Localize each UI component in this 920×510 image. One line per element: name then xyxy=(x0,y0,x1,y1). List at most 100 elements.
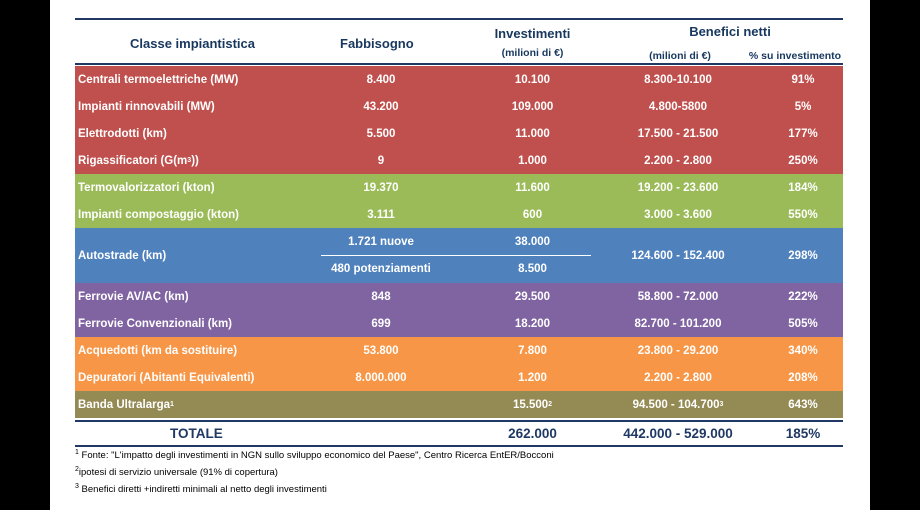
row-benefit: 94.500 - 104.700 3 xyxy=(632,398,724,411)
row-invest: 10.100 xyxy=(475,66,590,93)
row-class: Ferrovie Convenzionali (km) xyxy=(78,310,318,337)
row-invest-text: 38.000 xyxy=(514,235,551,248)
row-benefit-text: 94.500 - 104.700 xyxy=(632,398,720,411)
row-invest: 7.800 xyxy=(475,337,590,364)
row-class: Acquedotti (km da sostituire) xyxy=(78,337,318,364)
row-pct: 5% xyxy=(763,93,843,120)
row-invest-2-text: 8.500 xyxy=(518,263,547,275)
row-divider xyxy=(75,418,843,419)
row-need-text: 8.000.000 xyxy=(355,371,407,384)
row-pct: 208% xyxy=(763,364,843,391)
row-invest: 15.500 2 xyxy=(512,398,553,411)
row-class: Centrali termoelettriche (MW) xyxy=(78,66,318,93)
row-need-text: 43.200 xyxy=(363,100,399,113)
row-benefit-text: 17.500 - 21.500 xyxy=(637,127,719,140)
row-pct: 184% xyxy=(763,174,843,201)
table-row: Impianti rinnovabili (MW) 43.200 109.000 4.… xyxy=(75,93,843,121)
row-class-text: Impianti compostaggio (kton) xyxy=(78,208,239,221)
row-need: 8.000.000 xyxy=(321,364,441,391)
table-row: Ferrovie AV/AC (km) 848 29.500 58.800 - 72.… xyxy=(75,283,843,311)
footnote-3: 3 Benefici diretti +indiretti minimali a… xyxy=(75,482,327,495)
row-benefit-text: 2.200 - 2.800 xyxy=(644,371,712,384)
row-invest: 600 xyxy=(475,201,590,228)
row-invest-text: 10.100 xyxy=(514,73,551,86)
footnote-1: 1 Fonte: "L'impatto degli investimenti i… xyxy=(75,448,554,461)
total-invest: 262.000 xyxy=(508,425,557,441)
row-class: Elettrodotti (km) xyxy=(78,120,318,147)
total-top-rule xyxy=(75,420,843,422)
table-row: Termovalorizzatori (kton) 19.370 11.600 19.… xyxy=(75,174,843,202)
subrow-divider xyxy=(321,255,591,256)
header-rule xyxy=(75,63,843,65)
row-benefit: 124.600 - 152.400 xyxy=(603,228,753,283)
row-benefit: 3.000 - 3.600 xyxy=(603,201,753,228)
row-invest-text: 1.200 xyxy=(518,371,547,384)
row-benefit-text: 4.800-5800 xyxy=(648,100,708,113)
row-class: Depuratori (Abitanti Equivalenti) xyxy=(78,364,318,391)
slide-sheet: Classe impiantistica Fabbisogno Investim… xyxy=(50,0,870,510)
header-invest: Investimenti xyxy=(494,26,571,41)
table-row: Ferrovie Convenzionali (km) 699 18.200 82.7… xyxy=(75,310,843,338)
row-pct: 550% xyxy=(763,201,843,228)
row-need: 43.200 xyxy=(321,93,441,120)
row-class: Termovalorizzatori (kton) xyxy=(78,174,318,201)
row-class-text: Rigassificatori (G(m xyxy=(78,154,188,167)
table-row: Elettrodotti (km) 5.500 11.000 17.500 - 21.… xyxy=(75,120,843,148)
table-row: Depuratori (Abitanti Equivalenti) 8.000.0… xyxy=(75,364,843,392)
row-pct: 250% xyxy=(763,147,843,174)
row-pct-text: 222% xyxy=(788,290,818,303)
header-benefit: Benefici netti xyxy=(689,24,771,39)
row-need-text: 9 xyxy=(377,154,385,167)
row-class-text: Impianti rinnovabili (MW) xyxy=(78,100,215,113)
row-benefit-text: 58.800 - 72.000 xyxy=(637,290,719,303)
row-pct: 298% xyxy=(763,228,843,283)
row-benefit-text: 19.200 - 23.600 xyxy=(637,181,719,194)
row-invest-text: 11.600 xyxy=(515,181,550,194)
row-invest: 38.000 xyxy=(475,228,590,255)
row-benefit: 23.800 - 29.200 xyxy=(603,337,753,364)
row-pct-text: 5% xyxy=(794,100,812,113)
row-need: 19.370 xyxy=(321,174,441,201)
row-pct-text: 550% xyxy=(788,208,818,221)
row-need-text: 699 xyxy=(371,317,391,330)
row-need-text: 1.721 nuove xyxy=(348,235,414,248)
row-pct-text: 177% xyxy=(788,127,818,140)
row-need xyxy=(321,391,441,418)
row-class-text: Acquedotti (km da sostituire) xyxy=(78,344,238,357)
row-need-2: 480 potenziamenti xyxy=(321,255,441,283)
row-benefit-text: 124.600 - 152.400 xyxy=(631,249,725,262)
row-class: Ferrovie AV/AC (km) xyxy=(78,283,318,310)
row-pct-text: 91% xyxy=(791,73,815,86)
row-invest: 11.000 xyxy=(475,120,590,147)
row-class-end: )) xyxy=(191,154,199,167)
row-pct: 505% xyxy=(763,310,843,337)
row-benefit: 82.700 - 101.200 xyxy=(603,310,753,337)
total-row: TOTALE 262.000 442.000 - 529.000 185% xyxy=(75,422,843,444)
row-need-text: 3.111 xyxy=(367,208,395,221)
header-benefit-unit: (milioni di €) xyxy=(649,50,711,62)
row-class-text: Autostrade (km) xyxy=(78,249,167,262)
row-benefit: 2.200 - 2.800 xyxy=(603,364,753,391)
row-benefit: 17.500 - 21.500 xyxy=(603,120,753,147)
row-class-text: Ferrovie Convenzionali (km) xyxy=(78,317,233,330)
row-invest-2: 8.500 xyxy=(475,255,590,283)
total-label: TOTALE xyxy=(170,425,223,441)
row-need-text: 19.370 xyxy=(363,181,399,194)
row-pct: 643% xyxy=(763,391,843,418)
row-pct-text: 250% xyxy=(788,154,818,167)
row-invest: 29.500 xyxy=(475,283,590,310)
row-need: 3.111 xyxy=(321,201,441,228)
table-row: Acquedotti (km da sostituire) 53.800 7.800… xyxy=(75,337,843,365)
footnote-2: 2ipotesi di servizio universale (91% di … xyxy=(75,465,278,478)
row-invest-text: 29.500 xyxy=(514,290,551,303)
row-pct-text: 208% xyxy=(788,371,818,384)
header-class: Classe impiantistica xyxy=(130,36,255,51)
row-invest-text: 18.200 xyxy=(514,317,551,330)
row-benefit: 58.800 - 72.000 xyxy=(603,283,753,310)
row-class-text: Ferrovie AV/AC (km) xyxy=(78,290,189,303)
row-class: Rigassificatori (G(m 3)) xyxy=(78,154,199,167)
row-benefit: 19.200 - 23.600 xyxy=(603,174,753,201)
row-invest-text: 15.500 xyxy=(512,398,549,411)
row-invest: 1.200 xyxy=(475,364,590,391)
row-need: 53.800 xyxy=(321,337,441,364)
